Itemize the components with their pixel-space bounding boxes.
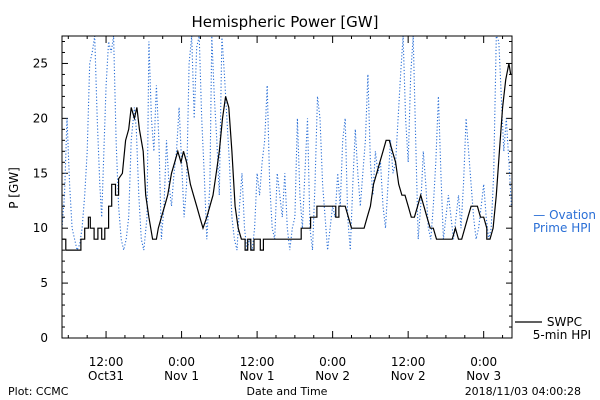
y-tick-label: 15 — [33, 166, 48, 180]
x-tick-label-date: Nov 2 — [315, 369, 350, 383]
legend-swpc: SWPC 5-min HPI — [515, 315, 591, 342]
x-tick-label-time: 12:00 — [391, 355, 426, 369]
y-axis-ticks: 0 5 10 15 20 25 — [33, 40, 512, 345]
series-line-ovation-prime-hpi — [61, 35, 512, 252]
x-tick-label-date: Nov 1 — [240, 369, 275, 383]
x-tick-label-date: Nov 2 — [391, 369, 426, 383]
x-tick-label-date: Nov 1 — [164, 369, 199, 383]
plot-frame — [61, 35, 513, 339]
legend-ovation-line1: — Ovation — [533, 208, 596, 222]
x-axis-label: Date and Time — [247, 385, 328, 398]
y-tick-label: 25 — [33, 56, 48, 70]
legend-swpc-line1: SWPC — [547, 315, 582, 329]
x-tick-label-date: Nov 3 — [466, 369, 501, 383]
plot-area — [61, 35, 512, 252]
x-tick-label-time: 12:00 — [240, 355, 275, 369]
footer-plot-credit: Plot: CCMC — [8, 385, 69, 398]
footer-timestamp: 2018/11/03 04:00:28 — [465, 385, 581, 398]
x-tick-label-time: 12:00 — [89, 355, 124, 369]
series-line-swpc-5min-hpi — [62, 63, 512, 251]
y-tick-label: 5 — [40, 276, 48, 290]
legend-ovation-line2: Prime HPI — [533, 221, 591, 235]
x-tick-label-time: 0:00 — [470, 355, 497, 369]
chart-title: Hemispheric Power [GW] — [192, 13, 379, 31]
x-tick-label-time: 0:00 — [319, 355, 346, 369]
legend-ovation: — Ovation Prime HPI — [533, 208, 596, 235]
legend-swpc-line2: 5-min HPI — [533, 328, 591, 342]
x-tick-label-date: Oct31 — [88, 369, 124, 383]
x-tick-label-time: 0:00 — [168, 355, 195, 369]
y-tick-label: 20 — [33, 111, 48, 125]
y-tick-label: 0 — [40, 331, 48, 345]
y-axis-label: P [GW] — [7, 167, 21, 209]
y-tick-label: 10 — [33, 221, 48, 235]
